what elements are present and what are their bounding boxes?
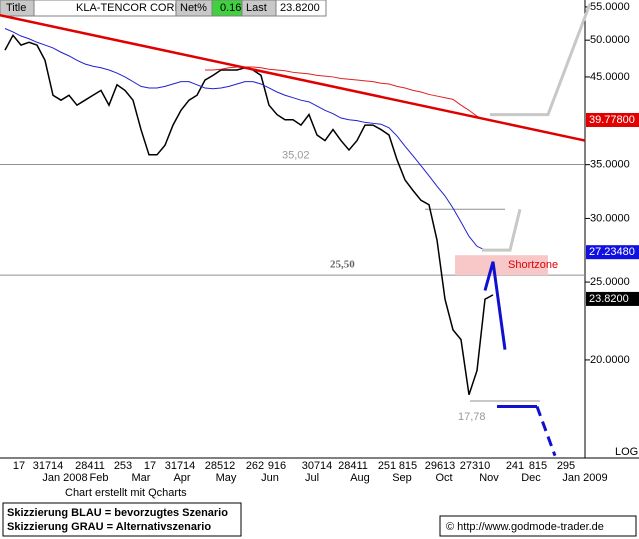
day-label: 295 bbox=[557, 460, 575, 472]
month-label: Jan 2008 bbox=[42, 472, 87, 484]
day-label: 262 bbox=[246, 460, 264, 472]
shortzone-label: Shortzone bbox=[508, 259, 558, 271]
header-title-label: Title bbox=[6, 2, 26, 14]
level-label: 25,50 bbox=[330, 259, 355, 271]
y-tick-label: 45.0000 bbox=[590, 71, 630, 83]
day-label: 815 bbox=[399, 460, 417, 472]
price-tag bbox=[586, 245, 639, 260]
legend-gray: Skizzierung GRAU = Alternativszenario bbox=[7, 521, 211, 533]
source: © http://www.godmode-trader.de bbox=[446, 521, 604, 533]
price-tag bbox=[586, 291, 639, 306]
month-label: Oct bbox=[435, 472, 452, 484]
header-last-value: 23.8200 bbox=[280, 2, 320, 14]
header-cell bbox=[275, 0, 327, 17]
y-tick-label: 35.0000 bbox=[590, 159, 630, 171]
price-tag-label: 23.8200 bbox=[589, 293, 629, 305]
price-tag-label: 39.77800 bbox=[589, 114, 635, 126]
month-label: Jul bbox=[305, 472, 319, 484]
series-line bbox=[4, 28, 486, 251]
month-label: Jan 2009 bbox=[562, 472, 607, 484]
header-net-label: Net% bbox=[180, 2, 207, 14]
day-label: 251 bbox=[378, 460, 396, 472]
scenario-line bbox=[482, 208, 522, 252]
price-tag-label: 27.23480 bbox=[589, 246, 635, 258]
day-label: 30714 bbox=[302, 460, 333, 472]
y-tick-label: 25.0000 bbox=[590, 276, 630, 288]
y-tick-label: 50.0000 bbox=[590, 34, 630, 46]
day-label: 29613 bbox=[425, 460, 456, 472]
day-label: 31714 bbox=[33, 460, 64, 472]
month-label: Aug bbox=[350, 472, 370, 484]
header-last-label: Last bbox=[246, 2, 267, 14]
day-label: 17 bbox=[13, 460, 25, 472]
legend-box bbox=[2, 502, 242, 537]
day-label: 27310 bbox=[460, 460, 491, 472]
month-label: May bbox=[216, 472, 237, 484]
y-tick-label: 55.0000 bbox=[590, 1, 630, 13]
y-tick-label: 20.0000 bbox=[590, 354, 630, 366]
day-label: 241 bbox=[506, 460, 524, 472]
day-label: 815 bbox=[529, 460, 547, 472]
credit: Chart erstellt mit Qcharts bbox=[65, 487, 187, 499]
shortzone bbox=[455, 255, 548, 276]
y-tick-label: 30.0000 bbox=[590, 212, 630, 224]
day-label: 17 bbox=[144, 460, 156, 472]
trendline bbox=[0, 14, 586, 142]
month-label: Mar bbox=[132, 472, 151, 484]
legend-blue: Skizzierung BLAU = bevorzugtes Szenario bbox=[7, 507, 228, 519]
log-label: LOG bbox=[615, 446, 638, 458]
source-box bbox=[439, 515, 637, 537]
level-label: 17,78 bbox=[458, 411, 486, 423]
month-label: Dec bbox=[521, 472, 541, 484]
day-label: 253 bbox=[114, 460, 132, 472]
day-label: 28411 bbox=[338, 460, 368, 472]
price-tag bbox=[586, 112, 639, 127]
month-label: Feb bbox=[90, 472, 109, 484]
level-label: 35,02 bbox=[282, 149, 310, 161]
scenario-line bbox=[490, 3, 592, 117]
month-label: Jun bbox=[261, 472, 279, 484]
scenario-line bbox=[535, 406, 557, 457]
series-line bbox=[205, 66, 486, 121]
month-label: Nov bbox=[479, 472, 499, 484]
day-label: 28512 bbox=[205, 460, 236, 472]
month-label: Apr bbox=[173, 472, 190, 484]
header-net-value: 0.16 bbox=[220, 2, 241, 14]
day-label: 28411 bbox=[75, 460, 105, 472]
day-label: 916 bbox=[268, 460, 286, 472]
header-symbol: KLA-TENCOR CORP bbox=[76, 2, 182, 14]
day-label: 31714 bbox=[165, 460, 196, 472]
month-label: Sep bbox=[392, 472, 412, 484]
scenario-line bbox=[483, 261, 507, 350]
